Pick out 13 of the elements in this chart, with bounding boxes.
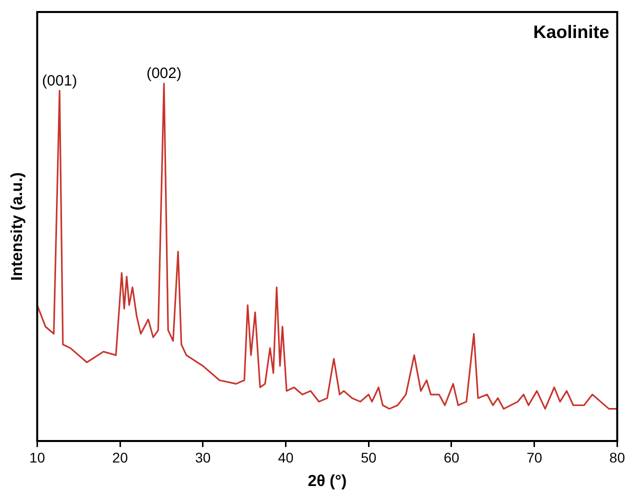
annotation: (001) — [42, 72, 78, 90]
y-axis-title: Intensity (a.u.) — [9, 172, 26, 281]
chart-title: Kaolinite — [533, 22, 610, 42]
x-axis-title: 2θ (°) — [308, 472, 347, 490]
x-tick-label: 60 — [444, 449, 460, 466]
x-tick-label: 20 — [112, 449, 128, 466]
x-tick-label: 40 — [278, 449, 294, 466]
x-tick-label: 10 — [29, 449, 46, 466]
x-tick-label: 70 — [526, 449, 542, 466]
annotation: (002) — [146, 65, 182, 82]
x-tick-label: 30 — [195, 449, 211, 466]
x-tick-label: 80 — [609, 449, 626, 466]
x-tick-label: 50 — [360, 449, 377, 466]
